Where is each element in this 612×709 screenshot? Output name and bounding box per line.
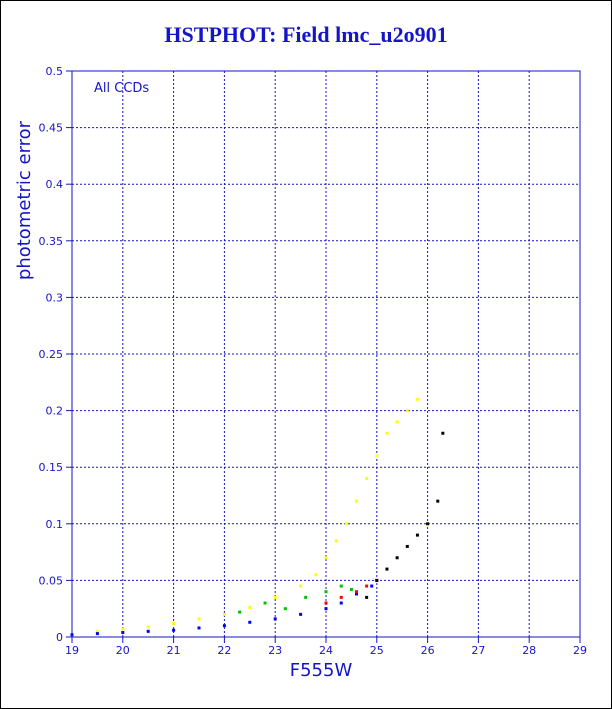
y-tick-label: 0.4 <box>46 178 64 191</box>
data-point <box>273 595 277 599</box>
data-point <box>324 601 328 605</box>
series-4 <box>365 431 445 599</box>
x-tick-label: 22 <box>217 644 231 657</box>
data-point <box>299 612 303 616</box>
data-points <box>70 397 445 637</box>
data-point <box>375 454 379 458</box>
data-point <box>324 556 328 560</box>
chart-title: HSTPHOT: Field lmc_u2o901 <box>164 22 448 47</box>
data-point <box>304 595 308 599</box>
annotation-label: All CCDs <box>94 81 149 96</box>
x-tick-label: 19 <box>65 644 79 657</box>
data-point <box>283 607 287 611</box>
data-point <box>121 630 125 634</box>
data-point <box>370 584 374 588</box>
data-point <box>222 624 226 628</box>
data-point <box>299 584 303 588</box>
data-point <box>314 573 318 577</box>
data-point <box>395 556 399 560</box>
data-point <box>248 620 252 624</box>
data-point <box>365 584 369 588</box>
data-point <box>354 499 358 503</box>
data-point <box>385 567 389 571</box>
x-tick-label: 20 <box>116 644 130 657</box>
x-tick-label: 25 <box>370 644 384 657</box>
data-point <box>238 610 242 614</box>
data-point <box>415 397 419 401</box>
data-point <box>339 584 343 588</box>
data-point <box>197 617 201 621</box>
series-2 <box>238 584 353 614</box>
x-tick-label: 28 <box>522 644 536 657</box>
y-axis-label: photometric error <box>14 120 35 280</box>
x-tick-label: 26 <box>421 644 435 657</box>
data-point <box>95 632 99 636</box>
y-tick-label: 0.1 <box>46 518 64 531</box>
data-point <box>121 627 125 631</box>
data-point <box>395 420 399 424</box>
data-point <box>334 539 338 543</box>
x-tick-label: 23 <box>268 644 282 657</box>
data-point <box>405 544 409 548</box>
x-tick-label: 27 <box>471 644 485 657</box>
data-point <box>263 601 267 605</box>
data-point <box>146 625 150 629</box>
data-point <box>436 499 440 503</box>
series-0 <box>95 397 419 633</box>
y-tick-label: 0.15 <box>39 461 64 474</box>
data-point <box>324 590 328 594</box>
y-tick-label: 0.5 <box>46 65 64 78</box>
data-point <box>222 612 226 616</box>
x-tick-label: 24 <box>319 644 333 657</box>
series-1 <box>70 584 374 637</box>
y-tick-label: 0.35 <box>39 235 64 248</box>
grid-lines <box>71 70 581 638</box>
y-tick-label: 0.3 <box>46 291 64 304</box>
data-point <box>172 621 176 625</box>
data-point <box>426 522 430 526</box>
x-axis-label: F555W <box>290 660 353 681</box>
data-point <box>385 431 389 435</box>
y-tick-label: 0.45 <box>39 122 64 135</box>
data-point <box>248 606 252 610</box>
y-tick-label: 0.05 <box>39 574 64 587</box>
data-point <box>365 595 369 599</box>
data-point <box>365 477 369 481</box>
data-point <box>415 533 419 537</box>
data-point <box>344 522 348 526</box>
data-point <box>197 626 201 630</box>
x-tick-label: 21 <box>167 644 181 657</box>
series-3 <box>324 578 379 605</box>
data-point <box>146 629 150 633</box>
data-point <box>339 601 343 605</box>
data-point <box>339 595 343 599</box>
tick-labels: 19 20 21 22 23 24 25 26 27 28 29 0 0.05 0.1 0.15 0.2 0.2… <box>39 65 588 657</box>
data-point <box>375 578 379 582</box>
data-point <box>441 431 445 435</box>
data-point <box>349 587 353 591</box>
data-point <box>324 607 328 611</box>
y-tick-label: 0.25 <box>39 348 64 361</box>
x-tick-label: 29 <box>573 644 587 657</box>
data-point <box>273 617 277 621</box>
data-point <box>405 409 409 413</box>
data-point <box>354 590 358 594</box>
y-tick-label: 0.2 <box>46 405 64 418</box>
data-point <box>95 629 99 633</box>
data-point <box>172 628 176 632</box>
y-tick-label: 0 <box>56 631 63 644</box>
data-point <box>354 592 358 596</box>
